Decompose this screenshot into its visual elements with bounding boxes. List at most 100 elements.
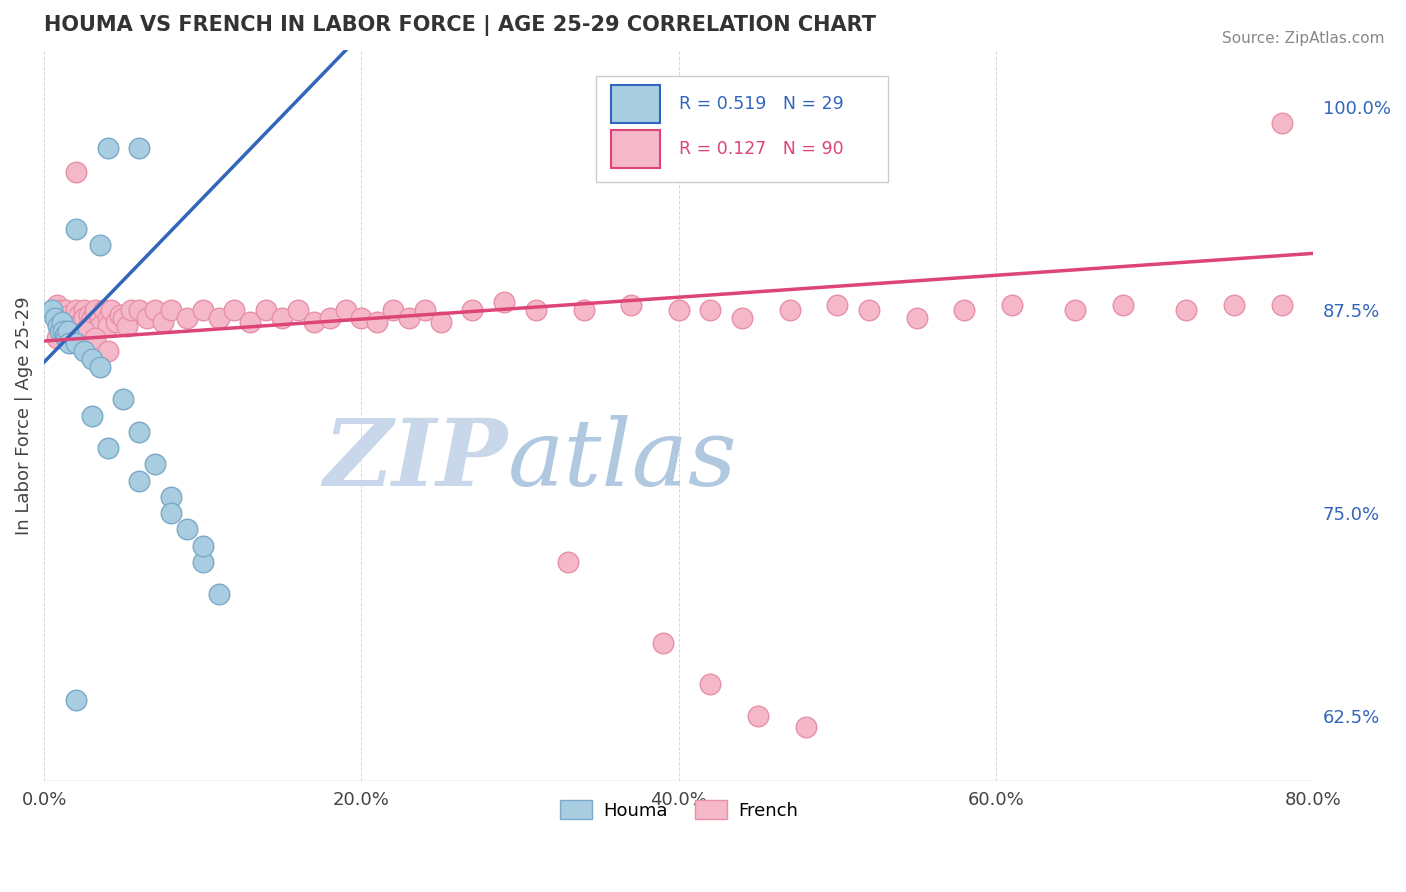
Point	[398, 311, 420, 326]
Point	[128, 474, 150, 488]
Point	[1001, 298, 1024, 312]
Point	[83, 331, 105, 345]
Point	[52, 324, 75, 338]
Point	[524, 303, 547, 318]
Point	[143, 303, 166, 318]
Point	[191, 539, 214, 553]
Point	[858, 303, 880, 318]
Point	[97, 343, 120, 358]
Point	[160, 490, 183, 504]
Point	[620, 298, 643, 312]
Point	[318, 311, 340, 326]
Point	[152, 314, 174, 328]
Point	[302, 314, 325, 328]
Point	[461, 303, 484, 318]
Point	[45, 298, 67, 312]
Point	[80, 409, 103, 423]
Point	[56, 311, 79, 326]
Point	[128, 425, 150, 439]
Text: ZIP: ZIP	[323, 415, 508, 505]
Point	[160, 303, 183, 318]
Text: Source: ZipAtlas.com: Source: ZipAtlas.com	[1222, 31, 1385, 46]
Point	[97, 311, 120, 326]
Point	[97, 141, 120, 155]
Point	[176, 522, 198, 536]
Point	[62, 319, 84, 334]
Point	[128, 141, 150, 155]
Point	[699, 676, 721, 690]
Point	[80, 319, 103, 334]
Point	[49, 311, 72, 326]
Point	[120, 303, 142, 318]
Point	[1270, 116, 1292, 130]
Point	[89, 311, 111, 326]
Point	[747, 709, 769, 723]
Point	[65, 693, 87, 707]
Point	[128, 303, 150, 318]
Point	[58, 335, 80, 350]
Point	[48, 319, 70, 334]
Point	[52, 308, 75, 322]
Point	[1064, 303, 1087, 318]
Point	[69, 314, 91, 328]
Point	[112, 392, 135, 407]
Point	[77, 308, 100, 322]
Point	[176, 311, 198, 326]
Point	[557, 555, 579, 569]
Point	[699, 303, 721, 318]
Point	[366, 314, 388, 328]
Point	[62, 331, 84, 345]
Point	[254, 303, 277, 318]
Point	[905, 311, 928, 326]
Point	[73, 324, 96, 338]
Legend: Houma, French: Houma, French	[553, 793, 806, 827]
Point	[104, 314, 127, 328]
Point	[52, 324, 75, 338]
Point	[65, 222, 87, 236]
Bar	[596, 76, 889, 182]
Point	[41, 303, 63, 318]
Point	[80, 311, 103, 326]
Point	[41, 303, 63, 318]
Point	[413, 303, 436, 318]
Point	[494, 295, 516, 310]
Point	[779, 303, 801, 318]
Point	[89, 359, 111, 374]
Point	[51, 314, 73, 328]
Point	[953, 303, 976, 318]
Point	[97, 319, 120, 334]
Point	[83, 303, 105, 318]
Point	[44, 311, 66, 326]
Point	[49, 303, 72, 318]
Y-axis label: In Labor Force | Age 25-29: In Labor Force | Age 25-29	[15, 296, 32, 535]
Point	[65, 335, 87, 350]
Point	[67, 308, 90, 322]
Point	[1223, 298, 1246, 312]
Point	[191, 303, 214, 318]
Point	[1270, 298, 1292, 312]
Point	[224, 303, 246, 318]
Point	[80, 351, 103, 366]
Point	[207, 587, 229, 601]
Point	[65, 303, 87, 318]
Point	[207, 311, 229, 326]
Point	[429, 314, 451, 328]
Point	[97, 441, 120, 455]
Text: R = 0.127   N = 90: R = 0.127 N = 90	[679, 140, 844, 158]
Bar	[612, 85, 659, 123]
Point	[65, 314, 87, 328]
Point	[794, 720, 817, 734]
Point	[1112, 298, 1135, 312]
Point	[53, 314, 76, 328]
Point	[55, 303, 77, 318]
Point	[731, 311, 754, 326]
Point	[287, 303, 309, 318]
Point	[136, 311, 159, 326]
Point	[89, 319, 111, 334]
Point	[271, 311, 294, 326]
Point	[73, 343, 96, 358]
Point	[335, 303, 357, 318]
Point	[73, 303, 96, 318]
Point	[44, 308, 66, 322]
Bar	[612, 130, 659, 168]
